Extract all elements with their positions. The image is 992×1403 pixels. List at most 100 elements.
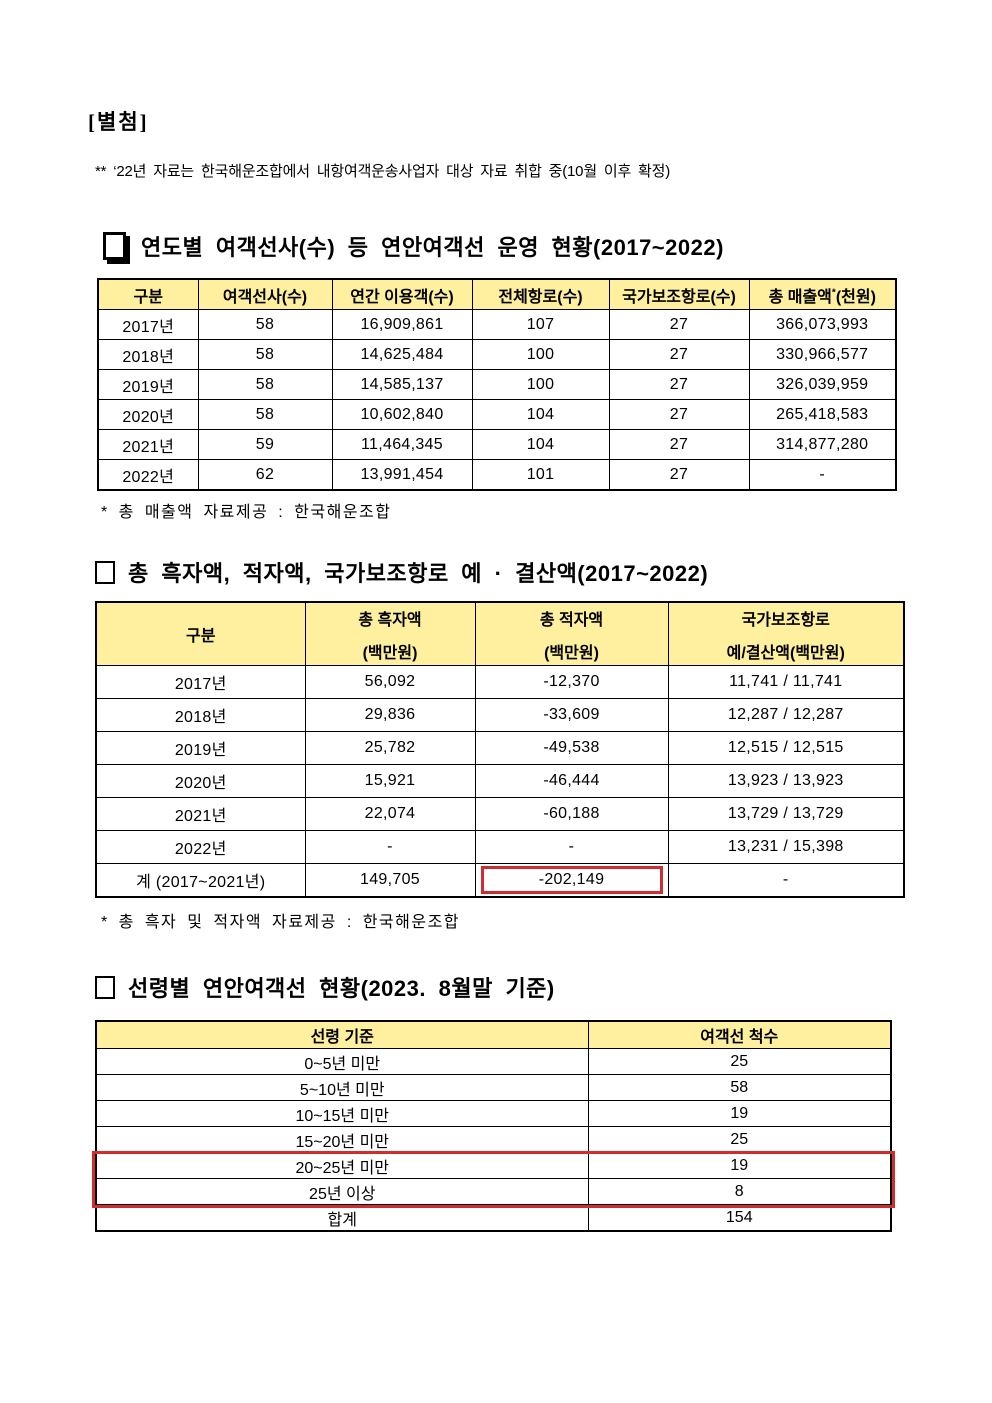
table-row: 2020년 15,921 -46,444 13,923 / 13,923: [95, 764, 905, 798]
column-header-total-deficit: 총 적자액 (백만원): [474, 601, 669, 666]
ship-age-table-header: 선령 기준 여객선 척수: [95, 1020, 892, 1049]
table-row: 25년 이상 8: [95, 1178, 892, 1205]
table-cell: 2021년: [97, 429, 199, 460]
table-cell: 15~20년 미만: [95, 1126, 589, 1153]
section-title-text: 선령별 연안여객선 현황(2023. 8월말 기준): [128, 976, 555, 1001]
table-cell: 107: [471, 309, 610, 340]
square-bullet-icon: [95, 560, 115, 584]
section-title-text: 연도별 여객선사(수) 등 연안여객선 운영 현황(2017~2022): [141, 235, 724, 260]
column-header-category: 구분: [95, 601, 306, 666]
header-row: 선령 기준 여객선 척수: [95, 1020, 892, 1049]
table-cell: 22,074: [304, 797, 476, 831]
profit-loss-source-footnote: * 총 흑자 및 적자액 자료제공 : 한국해운조합: [101, 914, 461, 931]
header-line2: (백만원): [362, 644, 418, 662]
table-cell: 2018년: [95, 698, 306, 732]
revenue-header-text: 총 매출액: [768, 288, 832, 306]
section-title-ship-age: 선령별 연안여객선 현황(2023. 8월말 기준): [95, 971, 555, 1003]
data-collection-note: ** ‘22년 자료는 한국해운조합에서 내항여객운송사업자 대상 자료 취합 …: [95, 163, 671, 180]
table-cell: 2022년: [95, 830, 306, 864]
table-row: 합계 154: [95, 1204, 892, 1232]
table-row: 2020년 58 10,602,840 104 27 265,418,583: [97, 399, 897, 430]
table-cell: 20~25년 미만: [95, 1152, 589, 1179]
ship-age-table: 선령 기준 여객선 척수 0~5년 미만 25 5~10년 미만 58 10~15년 미…: [95, 1020, 892, 1232]
profit-loss-table-header: 구분 총 흑자액 (백만원) 총 적자액 (백만원) 국가보조항로 예/결산액(…: [95, 601, 905, 666]
profit-loss-table-wrap: 구분 총 흑자액 (백만원) 총 적자액 (백만원) 국가보조항로 예/결산액(…: [95, 601, 905, 898]
table-cell: 13,231 / 15,398: [667, 830, 905, 864]
revenue-header-asterisk: *: [831, 287, 836, 299]
table-row: 15~20년 미만 25: [95, 1126, 892, 1153]
table-cell: 149,705: [304, 863, 476, 898]
table-cell: 27: [608, 339, 750, 370]
table-cell: 13,923 / 13,923: [667, 764, 905, 798]
table-cell: 58: [197, 399, 333, 430]
column-header-category: 구분: [97, 278, 199, 310]
table-cell: 14,585,137: [331, 369, 473, 400]
table-cell: 330,966,577: [748, 339, 897, 370]
ship-age-table-wrap: 선령 기준 여객선 척수 0~5년 미만 25 5~10년 미만 58 10~15년 미…: [92, 1020, 895, 1232]
section-title-text: 총 흑자액, 적자액, 국가보조항로 예 · 결산액(2017~2022): [128, 561, 709, 586]
table-cell: 12,287 / 12,287: [667, 698, 905, 732]
table-row: 2019년 58 14,585,137 100 27 326,039,959: [97, 369, 897, 400]
table-cell: 265,418,583: [748, 399, 897, 430]
table-cell: 10,602,840: [331, 399, 473, 430]
table-cell: 11,464,345: [331, 429, 473, 460]
operations-table-header: 구분 여객선사(수) 연간 이용객(수) 전체항로(수) 국가보조항로(수) 총…: [97, 278, 897, 310]
table-cell: 2021년: [95, 797, 306, 831]
revenue-source-footnote: * 총 매출액 자료제공 : 한국해운조합: [101, 504, 392, 521]
table-cell: 14,625,484: [331, 339, 473, 370]
header-line2: (백만원): [544, 644, 599, 662]
table-row: 2021년 59 11,464,345 104 27 314,877,280: [97, 429, 897, 460]
table-cell: 12,515 / 12,515: [667, 731, 905, 765]
table-cell: 8: [587, 1178, 892, 1205]
column-header-passengers: 연간 이용객(수): [331, 278, 473, 310]
table-cell: 10~15년 미만: [95, 1100, 589, 1127]
table-cell: 58: [197, 309, 333, 340]
header-row: 구분 여객선사(수) 연간 이용객(수) 전체항로(수) 국가보조항로(수) 총…: [97, 278, 897, 310]
table-cell: -: [474, 830, 669, 864]
square-bullet-icon: [95, 975, 115, 999]
ship-age-table-body: 0~5년 미만 25 5~10년 미만 58 10~15년 미만 19 15~20년 미만 2…: [95, 1048, 892, 1232]
column-header-age-range: 선령 기준: [95, 1020, 589, 1049]
table-cell: 2020년: [97, 399, 199, 430]
table-row: 2018년 29,836 -33,609 12,287 / 12,287: [95, 698, 905, 732]
column-header-ship-count: 여객선 척수: [587, 1020, 892, 1049]
table-cell: 0~5년 미만: [95, 1048, 589, 1075]
table-cell: 2019년: [97, 369, 199, 400]
table-cell: 314,877,280: [748, 429, 897, 460]
table-cell: 27: [608, 309, 750, 340]
header-line1: 총 적자액: [539, 611, 604, 629]
header-row: 구분 총 흑자액 (백만원) 총 적자액 (백만원) 국가보조항로 예/결산액(…: [95, 601, 905, 666]
table-cell: -: [304, 830, 476, 864]
table-cell: 5~10년 미만: [95, 1074, 589, 1101]
table-cell: 29,836: [304, 698, 476, 732]
section-title-profit-loss: 총 흑자액, 적자액, 국가보조항로 예 · 결산액(2017~2022): [95, 556, 708, 588]
table-cell: 104: [471, 399, 610, 430]
table-cell: -: [667, 863, 905, 898]
table-cell: 합계: [95, 1204, 589, 1232]
column-header-companies: 여객선사(수): [197, 278, 333, 310]
table-cell: 2022년: [97, 459, 199, 491]
table-cell: -49,538: [474, 731, 669, 765]
table-cell: 계 (2017~2021년): [95, 863, 306, 898]
table-cell: 15,921: [304, 764, 476, 798]
table-cell: -: [748, 459, 897, 491]
header-line1: 총 흑자액: [358, 611, 422, 629]
table-cell: -202,149: [474, 863, 669, 898]
table-cell: 25,782: [304, 731, 476, 765]
table-row: 2017년 58 16,909,861 107 27 366,073,993: [97, 309, 897, 340]
header-line1: 국가보조항로: [741, 611, 830, 629]
table-row: 2017년 56,092 -12,370 11,741 / 11,741: [95, 665, 905, 699]
table-cell: 58: [197, 369, 333, 400]
operations-table-body: 2017년 58 16,909,861 107 27 366,073,993 2018년 58…: [97, 309, 897, 491]
table-cell: 2019년: [95, 731, 306, 765]
table-cell: 16,909,861: [331, 309, 473, 340]
operations-table-wrap: 구분 여객선사(수) 연간 이용객(수) 전체항로(수) 국가보조항로(수) 총…: [97, 278, 897, 491]
table-row: 5~10년 미만 58: [95, 1074, 892, 1101]
table-cell: 19: [587, 1100, 892, 1127]
operations-table: 구분 여객선사(수) 연간 이용객(수) 전체항로(수) 국가보조항로(수) 총…: [97, 278, 897, 491]
table-cell: 100: [471, 369, 610, 400]
column-header-routes: 전체항로(수): [471, 278, 610, 310]
square-bullet-icon: [103, 232, 126, 260]
table-cell: 13,729 / 13,729: [667, 797, 905, 831]
column-header-subsidized-routes: 국가보조항로(수): [608, 278, 750, 310]
